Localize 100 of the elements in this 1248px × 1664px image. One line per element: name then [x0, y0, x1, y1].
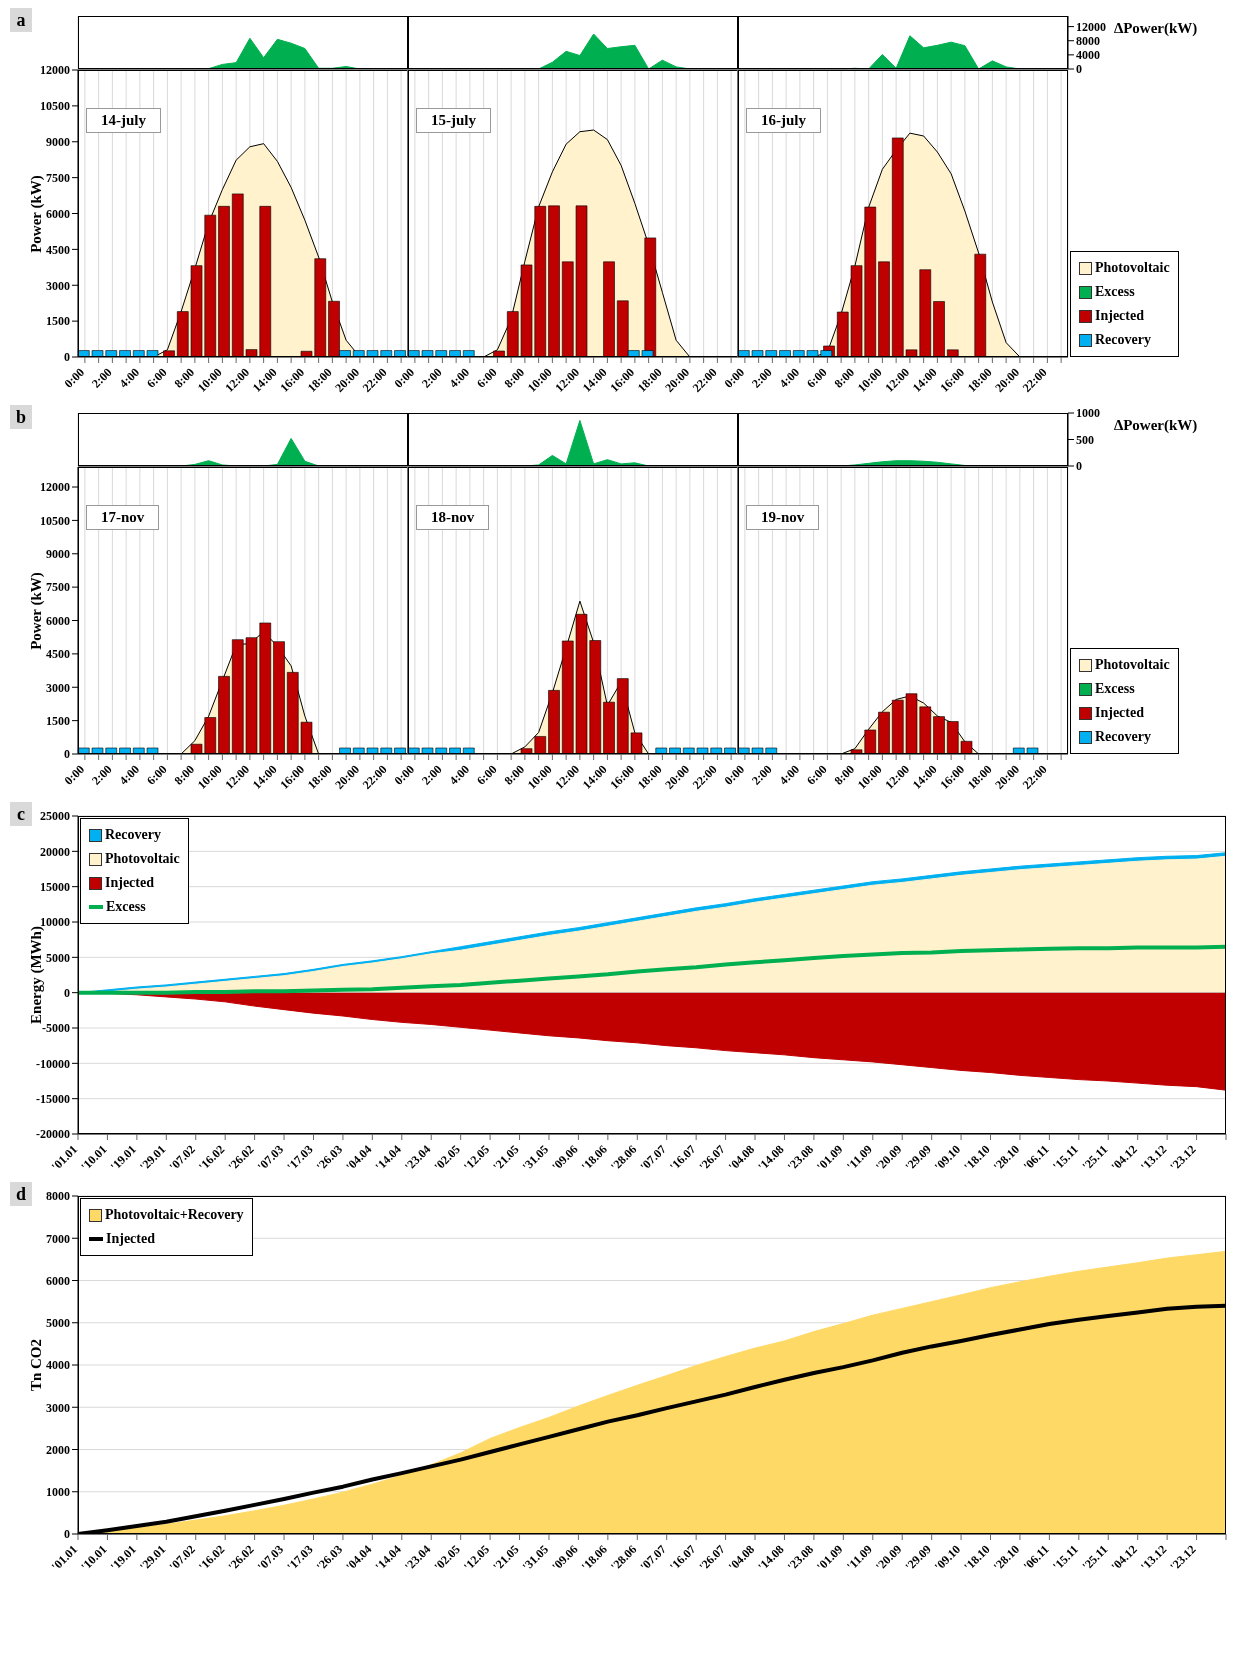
y-tick-label: 5000 [46, 950, 70, 965]
x-tick-label: 4:00 [446, 365, 472, 391]
x-tick-label: 0:00 [61, 365, 87, 391]
x-tick-label: 8:00 [171, 365, 197, 391]
y-tick-label: 1500 [46, 713, 70, 728]
legend-label: Excess [1095, 284, 1135, 300]
y-axis-title: ∆Power(kW) [1114, 417, 1198, 434]
x-tick-label: 6:00 [474, 365, 500, 391]
y-tick-label: 12000 [40, 63, 70, 78]
x-tick-label: 6:00 [804, 365, 830, 391]
y-axis-title: Tn CO2 [27, 1338, 45, 1392]
x-tick-label: 6:00 [804, 762, 830, 788]
x-tick-label: 8:00 [831, 762, 857, 788]
legend-label: Photovoltaic [1095, 260, 1170, 276]
y-tick-label: 7000 [46, 1231, 70, 1246]
y-tick-label: 0 [64, 985, 70, 1000]
y-tick-label: 1000 [46, 1485, 70, 1500]
x-tick-label: 8:00 [831, 365, 857, 391]
y-tick-label: 15000 [40, 879, 70, 894]
y-tick-label: 0 [64, 1527, 70, 1542]
x-tick-label: 6:00 [144, 365, 170, 391]
x-tick-label: 2:00 [749, 365, 775, 391]
y-tick-label: 10500 [40, 99, 70, 114]
y-tick-label: 9000 [46, 547, 70, 562]
legend-label: Injected [1095, 705, 1144, 721]
x-tick-label: 4:00 [116, 365, 142, 391]
y-tick-label: 12000 [1076, 19, 1106, 34]
y-tick-label: -5000 [42, 1021, 70, 1036]
y-tick-label: 0 [1076, 62, 1082, 77]
annotation: 15-july [416, 108, 491, 133]
y-axis-title: Power (kW) [27, 174, 45, 253]
x-tick-label: 6:00 [144, 762, 170, 788]
y-tick-label: 2000 [46, 1442, 70, 1457]
annotation: 17-nov [86, 505, 160, 530]
annotation: 14-july [86, 108, 161, 133]
y-tick-label: 8000 [1076, 33, 1100, 48]
y-tick-label: 12000 [40, 480, 70, 495]
x-tick-label: 8:00 [501, 762, 527, 788]
y-tick-label: 500 [1076, 432, 1094, 447]
y-tick-label: 20000 [40, 844, 70, 859]
legend-label: Recovery [1095, 729, 1151, 745]
y-tick-label: 3000 [46, 680, 70, 695]
y-tick-label: 5000 [46, 1316, 70, 1331]
y-axis-title: Power (kW) [27, 571, 45, 650]
y-tick-label: 4500 [46, 242, 70, 257]
y-axis-title: Energy (MWh) [27, 926, 45, 1024]
annotation: 18-nov [416, 505, 490, 530]
x-tick-label: 8:00 [171, 762, 197, 788]
y-tick-label: -20000 [36, 1127, 70, 1142]
x-tick-label: 6:00 [474, 762, 500, 788]
legend-label: Excess [106, 899, 146, 915]
x-tick-label: 4:00 [776, 762, 802, 788]
x-tick-label: 0:00 [391, 365, 417, 391]
y-tick-label: 6000 [46, 613, 70, 628]
text: a [10, 8, 32, 32]
x-tick-label: 0:00 [391, 762, 417, 788]
legend-label: Injected [105, 875, 154, 891]
x-tick-label: 0:00 [721, 365, 747, 391]
text: d [10, 1182, 32, 1206]
x-tick-label: 0:00 [61, 762, 87, 788]
y-axis-title: ∆Power(kW) [1114, 20, 1198, 37]
legend-label: Photovoltaic+Recovery [105, 1207, 244, 1223]
x-tick-label: 0:00 [721, 762, 747, 788]
x-tick-label: 2:00 [419, 762, 445, 788]
y-tick-label: 9000 [46, 135, 70, 150]
y-tick-label: -10000 [36, 1056, 70, 1071]
x-tick-label: 2:00 [749, 762, 775, 788]
y-tick-label: 3000 [46, 1400, 70, 1415]
y-tick-label: 0 [64, 747, 70, 762]
x-tick-label: 2:00 [89, 365, 115, 391]
y-tick-label: 4000 [46, 1358, 70, 1373]
y-tick-label: 7500 [46, 580, 70, 595]
y-tick-label: -15000 [36, 1091, 70, 1106]
legend-label: Excess [1095, 681, 1135, 697]
y-tick-label: 0 [1076, 459, 1082, 474]
line-series [76, 944, 1228, 995]
legend-label: Injected [106, 1231, 155, 1247]
y-tick-label: 10500 [40, 513, 70, 528]
annotation: 16-july [746, 108, 821, 133]
x-tick-label: 2:00 [89, 762, 115, 788]
annotation: 19-nov [746, 505, 820, 530]
y-tick-label: 6000 [46, 206, 70, 221]
y-tick-label: 4000 [1076, 48, 1100, 63]
y-tick-label: 25000 [40, 809, 70, 824]
y-tick-label: 1500 [46, 314, 70, 329]
x-tick-label: 8:00 [501, 365, 527, 391]
legend-label: Photovoltaic [1095, 657, 1170, 673]
text: b [10, 405, 32, 429]
y-tick-label: 1000 [1076, 406, 1100, 421]
x-tick-label: 2:00 [419, 365, 445, 391]
x-tick-label: 4:00 [116, 762, 142, 788]
x-tick-label: 4:00 [446, 762, 472, 788]
legend-label: Injected [1095, 308, 1144, 324]
y-tick-label: 0 [64, 350, 70, 365]
legend-label: Recovery [105, 827, 161, 843]
y-tick-label: 6000 [46, 1273, 70, 1288]
y-tick-label: 3000 [46, 278, 70, 293]
x-tick-label: 4:00 [776, 365, 802, 391]
legend-label: Recovery [1095, 332, 1151, 348]
y-tick-label: 4500 [46, 647, 70, 662]
